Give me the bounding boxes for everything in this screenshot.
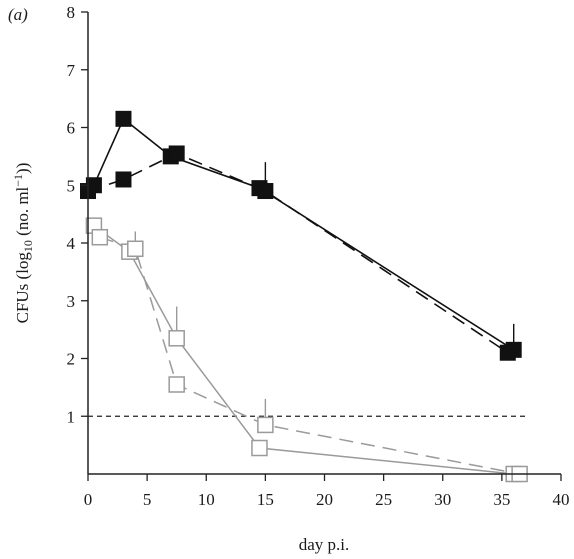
- data-point-s3-p1: [127, 240, 144, 258]
- series-line-1: [87, 152, 509, 354]
- y-tick-label-4: 4: [67, 234, 76, 253]
- panel-label: (a): [8, 5, 28, 24]
- x-tick-label-5: 5: [143, 490, 152, 509]
- series-line-0: [93, 117, 515, 351]
- data-point-s2-p3: [251, 439, 268, 457]
- x-axis-label: day p.i.: [299, 535, 350, 554]
- lines-layer: [87, 117, 520, 475]
- x-tick-label-35: 35: [493, 490, 510, 509]
- y-axis-label-sup: −1: [11, 174, 25, 187]
- data-point-s1-p1: [115, 171, 132, 188]
- x-tick-label-40: 40: [553, 490, 570, 509]
- data-point-s0-p1: [115, 110, 132, 127]
- y-tick-label-2: 2: [67, 350, 76, 369]
- x-ticks: 0 5 10 15 20 25 30 35 40: [84, 474, 570, 509]
- x-tick-label-20: 20: [316, 490, 333, 509]
- y-ticks: 1 2 3 4 5 6 7 8: [67, 3, 88, 426]
- y-axis-label-sub: 10: [21, 240, 35, 252]
- axes-layer: [87, 12, 561, 475]
- y-axis-label-main: CFUs (log: [13, 252, 32, 324]
- x-tick-label-15: 15: [257, 490, 274, 509]
- series-line-2: [93, 225, 514, 475]
- x-tick-label-30: 30: [434, 490, 451, 509]
- points-layer: [80, 110, 528, 483]
- y-tick-label-5: 5: [67, 176, 76, 195]
- y-tick-label-8: 8: [67, 3, 76, 22]
- x-tick-label-10: 10: [198, 490, 215, 509]
- series-line-3: [99, 236, 520, 475]
- data-point-s3-p0: [91, 228, 109, 246]
- y-tick-label-3: 3: [67, 292, 76, 311]
- data-point-s3-p3: [257, 416, 274, 434]
- x-tick-label-0: 0: [84, 490, 93, 509]
- data-point-s1-p4: [499, 344, 516, 361]
- y-tick-label-1: 1: [67, 407, 76, 426]
- errorbar-layer: [134, 162, 515, 425]
- y-axis-label: CFUs (log10 (no. ml−1)): [11, 163, 35, 324]
- y-axis-label-rest: (no. ml: [13, 186, 32, 240]
- x-tick-label-25: 25: [375, 490, 392, 509]
- y-tick-label-6: 6: [67, 119, 76, 138]
- data-point-s2-p2: [168, 330, 185, 347]
- data-point-s1-p2: [168, 145, 185, 162]
- data-point-s3-p2: [168, 376, 185, 393]
- y-axis-label-end: )): [13, 163, 32, 174]
- data-point-s1-p3: [257, 183, 274, 200]
- y-tick-label-7: 7: [67, 61, 76, 80]
